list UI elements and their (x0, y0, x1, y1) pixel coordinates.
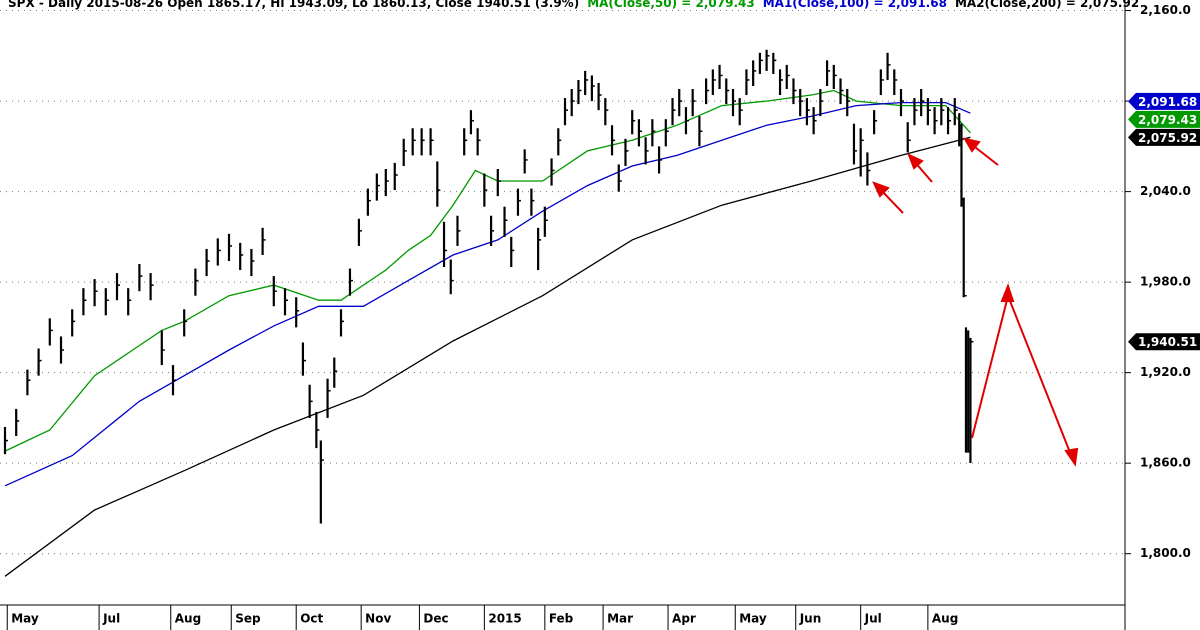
price-label: 2,075.92 (1138, 131, 1197, 145)
moving-average-line (4, 89, 971, 452)
price-label: 2,091.68 (1138, 95, 1197, 109)
price-label-box (1128, 333, 1200, 351)
x-tick-label: Mar (607, 612, 633, 626)
x-tick-label: Oct (300, 612, 323, 626)
y-tick-label: 2,040.0 (1140, 184, 1191, 198)
legend-entry: MA2(Close,200) = 2,075.92 (955, 0, 1139, 10)
y-tick-label: 1,980.0 (1140, 275, 1191, 289)
price-label-box (1128, 92, 1200, 110)
x-tick-label: Nov (365, 612, 391, 626)
x-tick-label: Sep (235, 612, 261, 626)
x-tick-label: Dec (423, 612, 448, 626)
title-line: SPX - Daily 2015-08-26 Open 1865.17, Hi … (8, 0, 1139, 10)
price-label-box (1128, 110, 1200, 128)
arrow-head (962, 137, 981, 153)
x-tick-label: Aug (932, 612, 958, 626)
y-tick-label: 1,920.0 (1140, 365, 1191, 379)
annotations (872, 137, 1079, 467)
x-tick-label: Aug (175, 612, 201, 626)
y-tick-label: 1,800.0 (1140, 546, 1191, 560)
legend-entry: MA(Close,50) = 2,079.43 (587, 0, 755, 10)
y-tick-label: 2,160.0 (1140, 3, 1191, 17)
arrow-head (907, 153, 924, 170)
arrow-head (1064, 447, 1079, 467)
x-tick-label: Jul (864, 612, 882, 626)
arrow-head (1000, 283, 1015, 302)
moving-average-line (4, 136, 971, 577)
price-label: 2,079.43 (1138, 113, 1197, 127)
y-tick-label: 1,860.0 (1140, 456, 1191, 470)
price-label-box (1128, 128, 1200, 146)
x-tick-label: Apr (672, 612, 696, 626)
x-tick-label: Jun (799, 612, 822, 626)
x-tick-label: Feb (549, 612, 574, 626)
title: SPX - Daily 2015-08-26 Open 1865.17, Hi … (8, 0, 579, 10)
plot-area (3, 49, 974, 577)
x-tick-label: Jul (102, 612, 120, 626)
x-tick-label: May (739, 612, 767, 626)
x-tick-label: 2015 (488, 612, 521, 626)
moving-average-line (4, 101, 971, 487)
x-tick-label: May (11, 612, 39, 626)
arrow-head (872, 181, 890, 198)
price-label: 1,940.51 (1138, 335, 1197, 349)
legend-entry: MA1(Close,100) = 2,091.68 (763, 0, 947, 10)
